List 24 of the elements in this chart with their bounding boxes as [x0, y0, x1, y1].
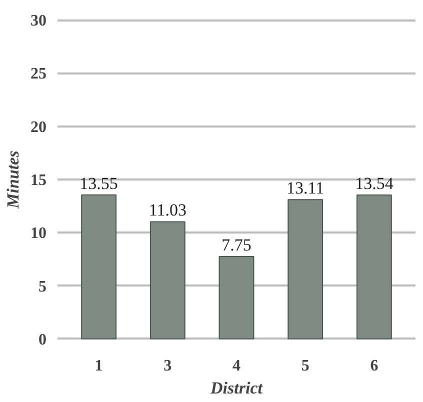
bar	[288, 199, 324, 340]
x-tick-label: 3	[164, 358, 172, 374]
data-label: 13.55	[80, 174, 118, 193]
y-tick-label: 20	[30, 118, 46, 136]
y-tick-label: 5	[38, 278, 46, 296]
x-tick-label: 1	[94, 358, 103, 374]
y-tick-label: 0	[38, 331, 46, 348]
y-tick-label: 15	[30, 172, 46, 189]
x-tick-label: 4	[232, 358, 240, 374]
y-axis-title: Minutes	[4, 150, 22, 210]
x-tick-label: 6	[370, 358, 378, 374]
data-label: 13.54	[355, 174, 394, 194]
data-label: 11.03	[148, 200, 186, 220]
bar	[356, 194, 392, 340]
data-label: 7.75	[222, 236, 252, 255]
bar	[218, 256, 254, 340]
y-tick-label: 30	[30, 12, 46, 30]
data-label: 13.11	[286, 178, 324, 198]
bar	[150, 221, 186, 340]
y-tick-label: 25	[30, 66, 46, 83]
x-axis-title: District	[210, 378, 264, 398]
y-tick-label: 10	[30, 225, 46, 242]
x-tick-label: 5	[301, 358, 310, 374]
bar	[81, 194, 117, 340]
